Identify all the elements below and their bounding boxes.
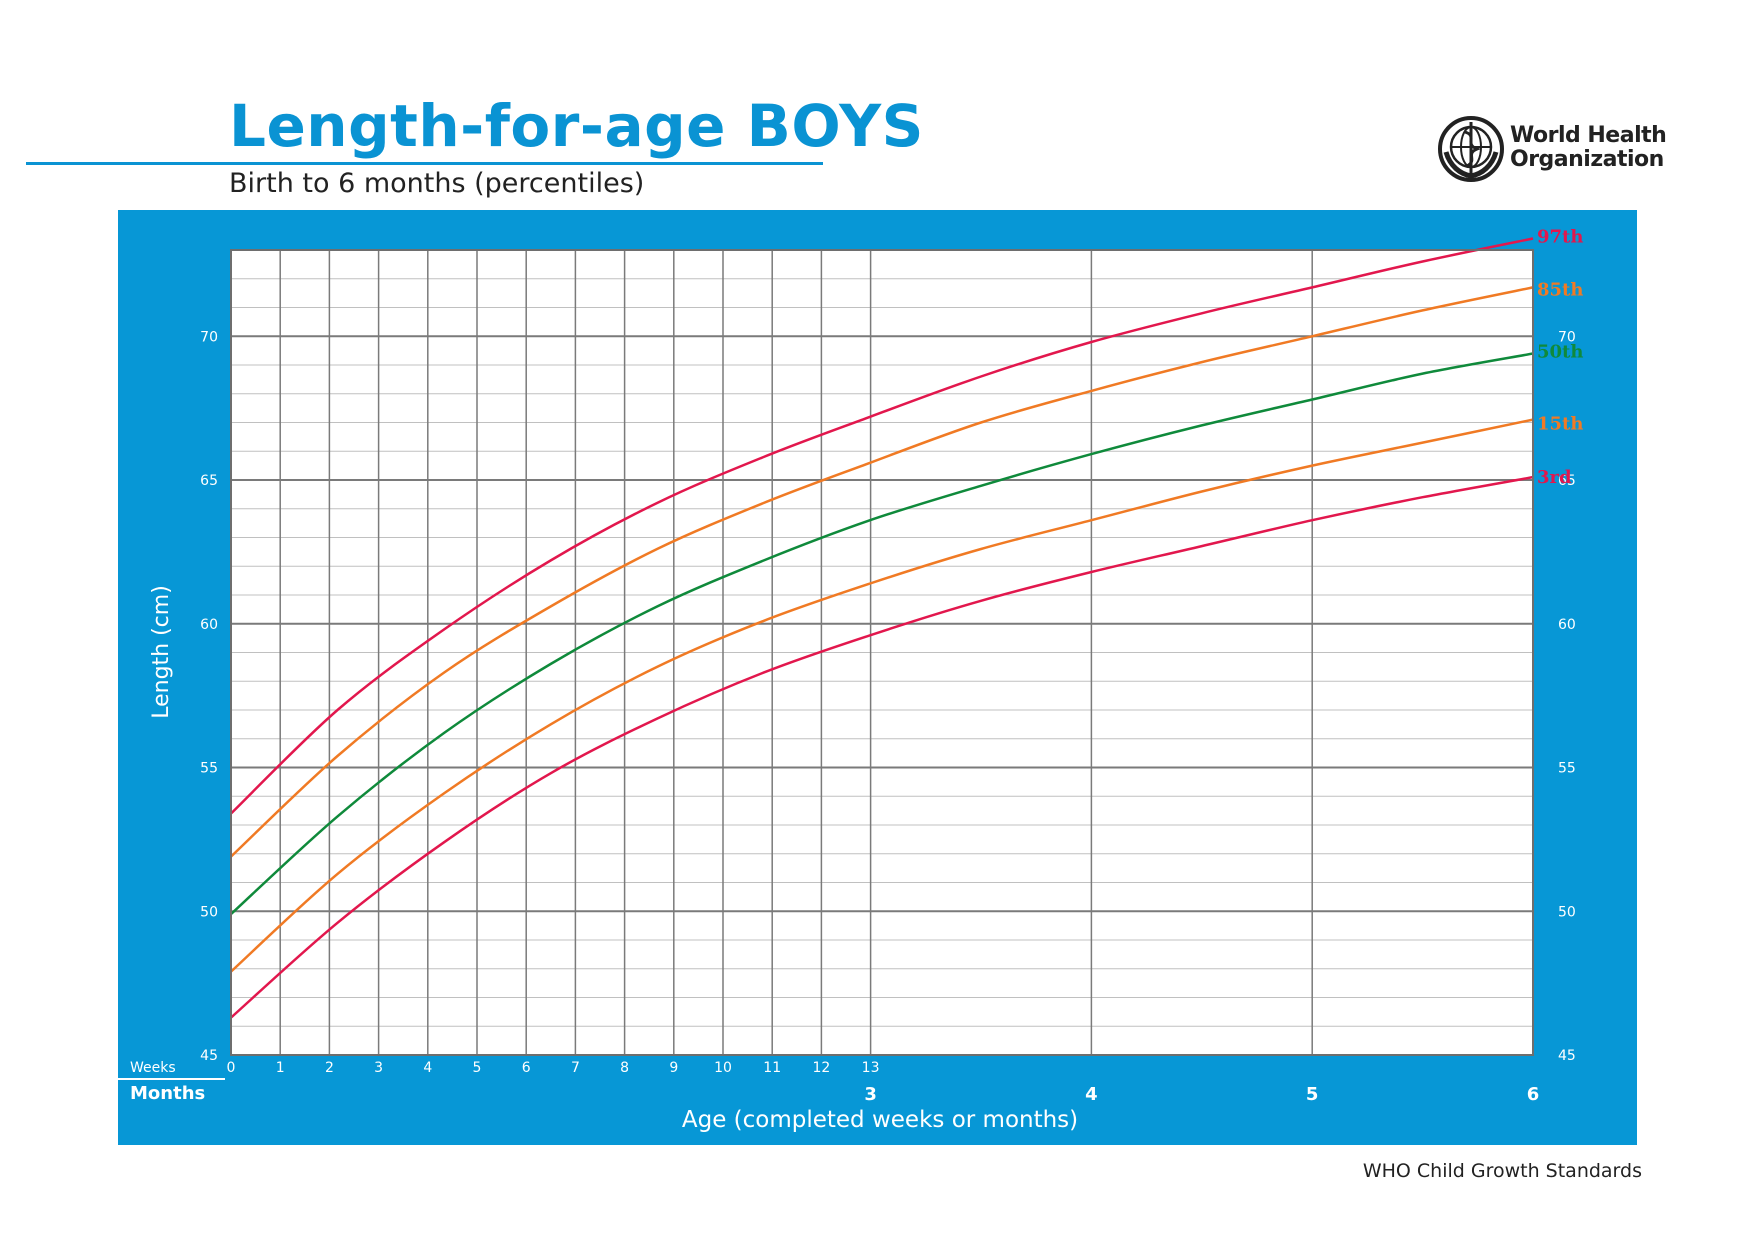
chart-title: Length-for-age BOYS xyxy=(229,92,924,160)
week-tick-label: 6 xyxy=(522,1060,531,1076)
y-tick-label-right: 45 xyxy=(1558,1048,1576,1064)
who-logo: World Health Organization xyxy=(1438,116,1698,182)
series-label-3rd: 3rd xyxy=(1537,467,1572,488)
y-tick-label-left: 45 xyxy=(200,1048,218,1064)
series-label-15th: 15th xyxy=(1537,414,1583,435)
series-line-3rd xyxy=(230,475,1534,1019)
series-line-97th xyxy=(230,237,1534,815)
title-rule xyxy=(26,162,823,165)
who-logo-text: World Health Organization xyxy=(1510,123,1667,172)
series-layer xyxy=(230,237,1534,1019)
weeks-row-label: Weeks xyxy=(130,1060,176,1076)
y-tick-label-right: 50 xyxy=(1558,904,1576,920)
plot-border xyxy=(230,249,1534,1056)
week-tick-label: 9 xyxy=(669,1060,678,1076)
week-tick-label: 2 xyxy=(325,1060,334,1076)
y-tick-label-right: 55 xyxy=(1558,761,1576,777)
y-tick-label-left: 70 xyxy=(200,329,218,345)
y-tick-label-right: 70 xyxy=(1558,329,1576,345)
month-tick-label: 4 xyxy=(1085,1084,1098,1105)
month-tick-label: 3 xyxy=(864,1084,877,1105)
who-emblem-icon xyxy=(1438,116,1504,182)
week-tick-label: 8 xyxy=(620,1060,629,1076)
logo-text-line1: World Health xyxy=(1510,123,1667,148)
week-tick-label: 3 xyxy=(374,1060,383,1076)
y-tick-label-left: 60 xyxy=(200,617,218,633)
months-row-label: Months xyxy=(130,1083,205,1104)
week-tick-label: 11 xyxy=(763,1060,781,1076)
y-tick-label-left: 50 xyxy=(200,904,218,920)
chart-subtitle: Birth to 6 months (percentiles) xyxy=(229,168,645,199)
month-tick-label: 6 xyxy=(1527,1084,1540,1105)
week-tick-label: 5 xyxy=(473,1060,482,1076)
week-tick-label: 0 xyxy=(227,1060,236,1076)
y-tick-label-left: 55 xyxy=(200,761,218,777)
series-line-15th xyxy=(230,418,1534,973)
minor-grid xyxy=(231,278,1533,1027)
y-tick-label-right: 65 xyxy=(1558,473,1576,489)
series-line-50th xyxy=(230,352,1534,916)
week-tick-label: 4 xyxy=(423,1060,432,1076)
y-axis-label: Length (cm) xyxy=(149,585,174,719)
series-label-97th: 97th xyxy=(1537,227,1583,248)
series-label-85th: 85th xyxy=(1537,279,1583,300)
week-tick-label: 1 xyxy=(276,1060,285,1076)
week-tick-label: 7 xyxy=(571,1060,580,1076)
week-tick-label: 10 xyxy=(714,1060,732,1076)
series-line-85th xyxy=(230,286,1534,858)
x-axis-label: Age (completed weeks or months) xyxy=(682,1107,1078,1133)
week-tick-label: 13 xyxy=(862,1060,880,1076)
y-tick-label-left: 65 xyxy=(200,473,218,489)
y-tick-label-right: 60 xyxy=(1558,617,1576,633)
series-label-50th: 50th xyxy=(1537,342,1583,363)
logo-text-line2: Organization xyxy=(1510,147,1664,172)
month-tick-label: 5 xyxy=(1306,1084,1319,1105)
months-row-rule xyxy=(118,1078,225,1080)
footer-source: WHO Child Growth Standards xyxy=(1362,1160,1642,1182)
week-tick-label: 12 xyxy=(812,1060,830,1076)
